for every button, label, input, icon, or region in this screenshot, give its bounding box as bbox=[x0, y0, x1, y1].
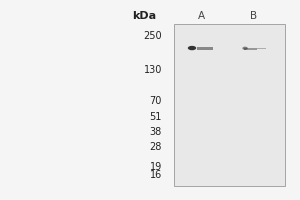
Text: B: B bbox=[250, 11, 257, 21]
Text: 70: 70 bbox=[150, 96, 162, 106]
Text: 19: 19 bbox=[150, 162, 162, 172]
Text: 51: 51 bbox=[150, 112, 162, 122]
Text: kDa: kDa bbox=[132, 11, 156, 21]
Text: A: A bbox=[197, 11, 205, 21]
Text: 28: 28 bbox=[150, 142, 162, 152]
Text: 38: 38 bbox=[150, 127, 162, 137]
Text: 16: 16 bbox=[150, 170, 162, 180]
Text: 250: 250 bbox=[143, 31, 162, 41]
Text: 130: 130 bbox=[144, 65, 162, 75]
